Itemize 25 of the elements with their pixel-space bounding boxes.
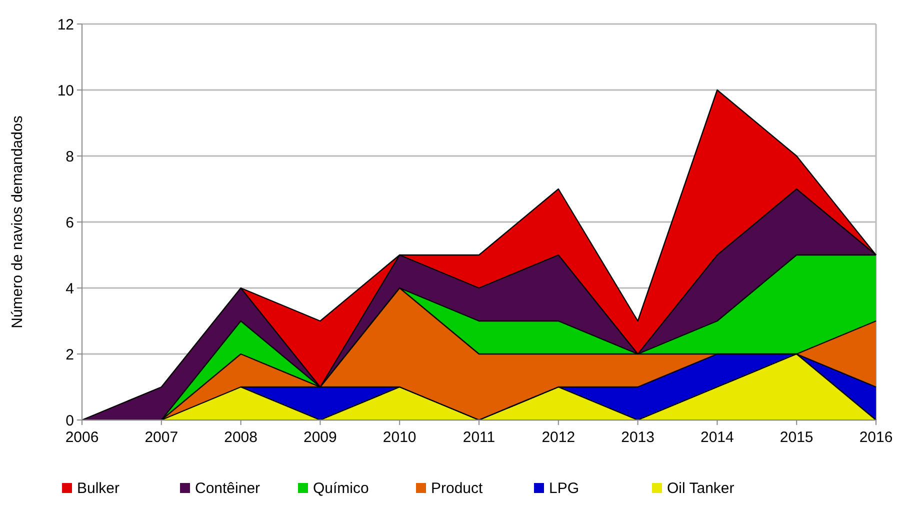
- y-tick-label: 10: [57, 82, 74, 100]
- x-tick-label: 2016: [859, 429, 893, 446]
- x-tick-label: 2015: [780, 429, 814, 446]
- x-tick-label: 2010: [382, 429, 416, 446]
- y-tick-label: 6: [66, 214, 74, 232]
- x-tick-label: 2012: [542, 429, 576, 446]
- legend-label: LPG: [549, 480, 580, 497]
- x-tick-label: 2007: [144, 429, 178, 446]
- x-tick-label: 2014: [700, 429, 734, 446]
- legend-label: Oil Tanker: [667, 480, 734, 497]
- legend-label: Product: [431, 480, 484, 497]
- legend-label: Químico: [313, 480, 369, 497]
- x-tick-label: 2008: [224, 429, 258, 446]
- y-tick-label: 8: [66, 148, 74, 166]
- x-tick-label: 2009: [304, 429, 337, 446]
- y-tick-label: 4: [66, 280, 74, 298]
- x-tick-label: 2006: [65, 429, 99, 446]
- legend-label: Contêiner: [195, 480, 260, 497]
- legend-label: Bulker: [77, 480, 120, 497]
- y-axis-title: Número de navios demandados: [9, 116, 26, 328]
- x-tick-label: 2013: [621, 429, 654, 446]
- x-tick-label: 2011: [462, 429, 496, 446]
- y-tick-label: 0: [66, 412, 74, 430]
- y-tick-label: 12: [57, 16, 74, 34]
- y-tick-label: 2: [66, 346, 74, 364]
